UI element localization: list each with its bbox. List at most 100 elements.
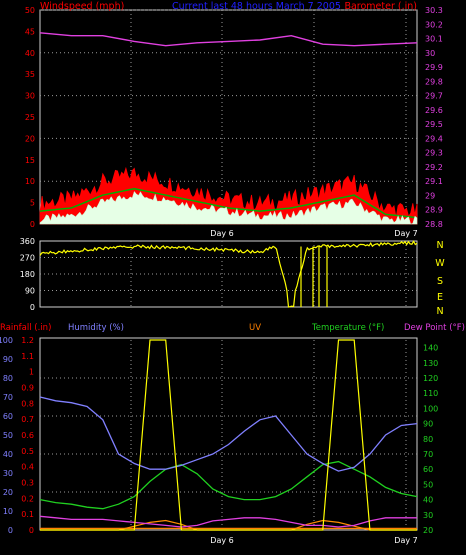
humidity-tick-8: 80	[3, 374, 13, 383]
rainfall-tick-4: 0.4	[21, 463, 34, 472]
rainfall-tick-1: 0.1	[21, 510, 34, 519]
baro-tick-4: 29.2	[425, 163, 443, 172]
wind-tick-7: 35	[25, 70, 35, 79]
dewpoint-line	[39, 515, 417, 528]
direction-gridlines	[40, 241, 417, 307]
temperature-tick-6: 80	[423, 435, 433, 444]
rainfall-tick-5: 0.5	[21, 447, 34, 456]
rainfall-tick-9: 0.9	[21, 384, 34, 393]
rainfall-tick-6: 0.6	[21, 431, 34, 440]
direction-tick-1: 90	[25, 287, 35, 296]
temperature-tick-12: 140	[423, 344, 438, 353]
humidity-tick-5: 50	[3, 431, 13, 440]
uv-line	[40, 339, 417, 531]
temperature-axis-label: Temperature (°F)	[311, 323, 384, 333]
baro-tick-1: 28.9	[425, 206, 443, 215]
compass-n-top: N	[436, 240, 443, 251]
baro-tick-10: 29.8	[425, 77, 443, 86]
bottom-day7-label: Day 7	[394, 536, 417, 545]
wind-tick-5: 25	[25, 113, 35, 122]
wind-tick-9: 45	[25, 27, 35, 36]
barometer-line	[39, 32, 418, 47]
humidity-axis-label: Humidity (%)	[68, 323, 124, 333]
humidity-tick-2: 20	[3, 488, 13, 497]
humidity-tick-4: 40	[3, 450, 13, 459]
rainfall-axis-label: Rainfall (.in)	[0, 323, 51, 333]
temperature-tick-4: 60	[423, 465, 433, 474]
temperature-tick-8: 100	[423, 404, 438, 413]
rainfall-tick-8: 0.8	[21, 399, 34, 408]
compass-w: W	[435, 258, 445, 269]
compass-e: E	[437, 292, 443, 303]
temperature-tick-7: 90	[423, 420, 433, 429]
humidity-tick-6: 60	[3, 412, 13, 421]
wind-average-line	[39, 187, 418, 219]
temperature-line	[39, 460, 418, 510]
baro-tick-13: 30.1	[425, 35, 443, 44]
chart-title: Current last 48 hours March 7 2005	[172, 1, 341, 12]
temperature-tick-9: 110	[423, 389, 438, 398]
temperature-tick-3: 50	[423, 480, 433, 489]
rainfall-tick-12: 1.2	[21, 336, 34, 345]
bottom-axis-ticks: 0 10 20 30 40 50 60 70 80 90 100 0 0.1 0.2 0.3 0.4 0.5 0.…	[0, 336, 438, 535]
compass-s: S	[437, 276, 443, 287]
rainfall-tick-10: 1	[29, 368, 34, 377]
direction-axis-ticks: 0 90 180 270 360	[20, 237, 35, 312]
windspeed-axis-label: Windspeed (mph)	[40, 1, 124, 12]
wind-tick-10: 50	[25, 6, 35, 15]
humidity-tick-0: 0	[8, 526, 13, 535]
temperature-tick-0: 20	[423, 526, 433, 535]
wind-tick-1: 5	[30, 199, 35, 208]
direction-series	[39, 240, 418, 308]
baro-tick-7: 29.5	[425, 120, 443, 129]
baro-tick-8: 29.6	[425, 106, 443, 115]
direction-tick-4: 360	[20, 237, 35, 246]
baro-tick-11: 29.9	[425, 63, 443, 72]
compass-n-bottom: N	[436, 306, 443, 317]
bottom-gridlines	[40, 340, 417, 530]
wind-direction-panel: 0 90 180 270 360 N W S E N	[20, 237, 446, 317]
baro-tick-3: 29.1	[425, 177, 443, 186]
dewpoint-axis-label: Dew Point (°F)	[404, 323, 465, 333]
wind-tick-4: 20	[25, 134, 35, 143]
baro-tick-12: 30	[425, 49, 435, 58]
humidity-tick-3: 30	[3, 469, 13, 478]
barometer-axis-label: Barometer (.in)	[344, 1, 417, 12]
temperature-tick-10: 120	[423, 374, 438, 383]
wind-tick-0: 0	[30, 220, 35, 229]
rainfall-tick-7: 0.7	[21, 415, 34, 424]
baro-tick-9: 29.7	[425, 92, 443, 101]
humidity-tick-9: 90	[3, 355, 13, 364]
baro-tick-6: 29.4	[425, 134, 443, 143]
temperature-tick-1: 30	[423, 511, 433, 520]
baro-tick-14: 30.2	[425, 20, 443, 29]
baro-tick-2: 29	[425, 191, 435, 200]
baro-tick-0: 28.8	[425, 220, 443, 229]
humidity-tick-1: 10	[3, 507, 13, 516]
wind-tick-3: 15	[25, 156, 35, 165]
wind-tick-2: 10	[25, 177, 35, 186]
temperature-tick-11: 130	[423, 359, 438, 368]
direction-tick-3: 270	[20, 254, 35, 263]
temperature-tick-2: 40	[423, 496, 433, 505]
uv-axis-label: UV	[249, 323, 261, 333]
humidity-line	[39, 396, 418, 472]
rainfall-tick-2: 0.2	[21, 494, 34, 503]
humidity-tick-10: 100	[0, 336, 13, 345]
top-day6-label: Day 6	[210, 229, 233, 238]
direction-tick-2: 180	[20, 270, 35, 279]
wind-tick-6: 30	[25, 92, 35, 101]
barometer-axis-ticks: 28.8 28.9 29 29.1 29.2 29.3 29.4 29.5 29.6 29.7 29…	[425, 6, 443, 229]
top-series	[39, 32, 418, 225]
temperature-tick-5: 70	[423, 450, 433, 459]
bottom-series	[39, 339, 418, 531]
wind-lull-area	[39, 190, 418, 225]
rainfall-tick-0: 0	[29, 526, 34, 535]
rainfall-tick-11: 1.1	[21, 352, 34, 361]
direction-tick-0: 0	[30, 303, 35, 312]
wind-direction-line	[39, 240, 418, 308]
wind-axis-ticks: 0 5 10 15 20 25 30 35 40 45 50	[25, 6, 35, 229]
rainfall-tick-3: 0.3	[21, 479, 34, 488]
